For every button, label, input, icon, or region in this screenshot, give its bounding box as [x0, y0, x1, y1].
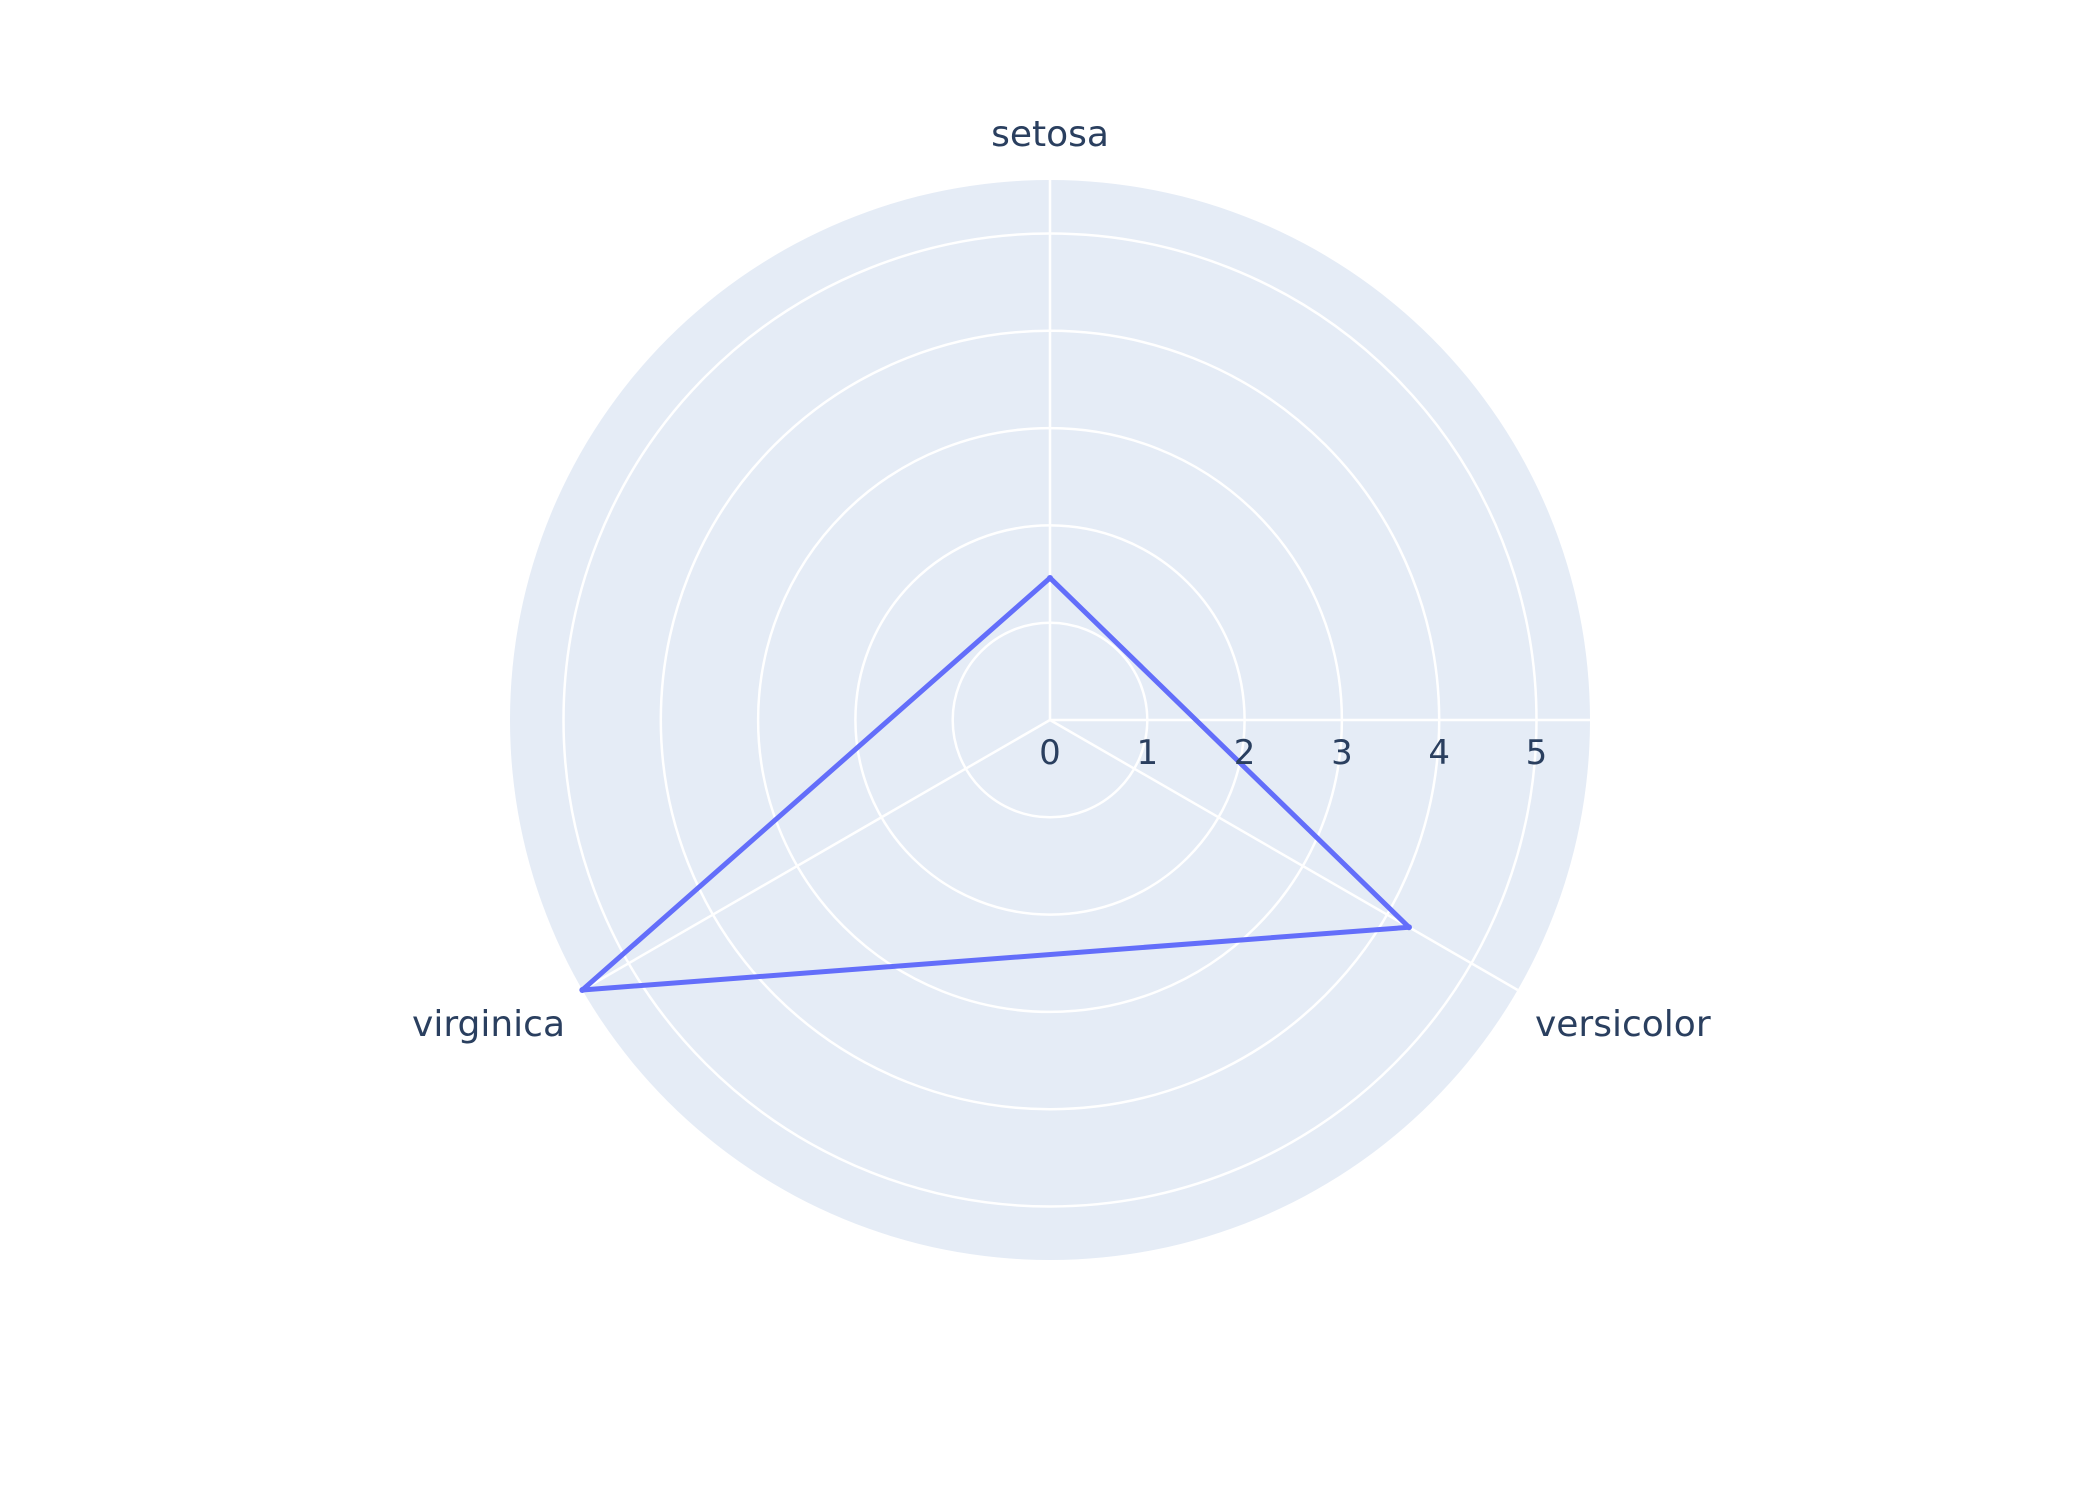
angular-label-versicolor: versicolor: [1535, 1004, 1711, 1045]
angular-label-virginica: virginica: [412, 1004, 565, 1045]
radial-tick-label: 3: [1331, 733, 1353, 773]
radial-tick-label: 1: [1136, 733, 1158, 773]
series-line: [579, 575, 1412, 993]
polar-grid: [562, 180, 1590, 1208]
spoke-virginica: [581, 718, 1051, 992]
radial-tick-label: 4: [1428, 733, 1450, 773]
spoke-versicolor: [1049, 718, 1519, 992]
data-point-setosa: [1047, 574, 1053, 581]
radial-tick-label: 0: [1039, 733, 1061, 773]
data-point-virginica: [579, 987, 586, 993]
angular-label-setosa: setosa: [991, 114, 1109, 155]
data-point-versicolor: [1405, 924, 1412, 931]
series-layer: [579, 574, 1412, 993]
radial-tick-label: 5: [1526, 733, 1548, 773]
label-layer: 0 1 2 3 4 5 setosa versicolor virginica: [412, 114, 1711, 1045]
radial-tick-label: 2: [1234, 733, 1256, 773]
